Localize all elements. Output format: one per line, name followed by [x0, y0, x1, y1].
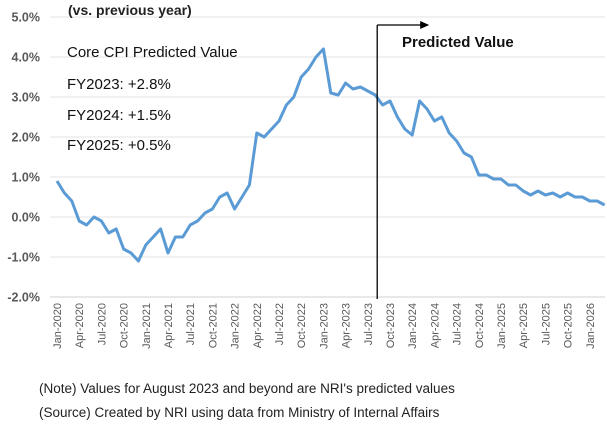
y-tick-label: 2.0% — [12, 131, 41, 145]
y-axis-ticks: 5.0% 4.0% 3.0% 2.0% 1.0% 0.0% -1.0% -2.0% — [7, 11, 40, 305]
chart-notes: (Note) Values for August 2023 and beyond… — [39, 377, 455, 425]
y-axis-unit-label: (vs. previous year) — [68, 2, 192, 18]
x-axis-ticks: Jan-2020 Apr-2020 Jul-2020 Oct-2020 Jan-2021… — [52, 303, 597, 349]
x-tick-label: Oct-2021 — [207, 303, 219, 348]
predicted-value-label: Predicted Value — [402, 34, 514, 51]
x-tick-label: Apr-2023 — [341, 303, 353, 348]
x-tick-label: Jul-2022 — [274, 303, 286, 345]
x-tick-label: Oct-2024 — [474, 303, 486, 348]
annotation-fy2025: FY2025: +0.5% — [67, 137, 171, 154]
annotation-fy2023: FY2023: +2.8% — [67, 76, 171, 93]
x-tick-label: Jan-2025 — [496, 303, 508, 349]
y-tick-label: 3.0% — [12, 91, 41, 105]
x-tick-label: Apr-2020 — [74, 303, 86, 348]
x-tick-label: Jan-2026 — [585, 303, 597, 349]
y-tick-label: -2.0% — [7, 291, 40, 305]
x-tick-label: Oct-2025 — [563, 303, 575, 348]
x-tick-label: Jan-2022 — [230, 303, 242, 349]
source-text: (Source) Created by NRI using data from … — [39, 405, 440, 420]
x-tick-label: Jan-2023 — [318, 303, 330, 349]
x-tick-label: Jul-2020 — [96, 303, 108, 345]
y-tick-label: 1.0% — [12, 171, 41, 185]
x-tick-label: Oct-2020 — [119, 303, 131, 348]
x-tick-label: Apr-2021 — [163, 303, 175, 348]
x-tick-label: Apr-2025 — [518, 303, 530, 348]
x-tick-label: Jan-2020 — [52, 303, 64, 349]
x-tick-label: Apr-2024 — [429, 303, 441, 348]
predicted-arrow-head — [420, 21, 430, 29]
note-text: (Note) Values for August 2023 and beyond… — [39, 381, 455, 396]
x-tick-label: Jan-2024 — [407, 303, 419, 349]
y-tick-label: 4.0% — [12, 51, 41, 65]
x-tick-label: Apr-2022 — [252, 303, 264, 348]
gridlines — [50, 16, 605, 298]
cpi-line-chart: 5.0% 4.0% 3.0% 2.0% 1.0% 0.0% -1.0% -2.0% Jan-2… — [7, 2, 606, 349]
x-tick-label: Jul-2024 — [452, 303, 464, 345]
annotation-heading: Core CPI Predicted Value — [67, 44, 238, 61]
x-tick-label: Oct-2023 — [385, 303, 397, 348]
y-tick-label: -1.0% — [7, 251, 40, 265]
x-tick-label: Jul-2023 — [363, 303, 375, 345]
x-tick-label: Jul-2021 — [185, 303, 197, 345]
annotation-fy2024: FY2024: +1.5% — [67, 107, 171, 124]
y-tick-label: 5.0% — [12, 11, 41, 25]
x-tick-label: Jul-2025 — [540, 303, 552, 345]
series-points — [56, 48, 605, 262]
x-tick-label: Jan-2021 — [141, 303, 153, 349]
y-tick-label: 0.0% — [12, 211, 41, 225]
x-tick-label: Oct-2022 — [296, 303, 308, 348]
